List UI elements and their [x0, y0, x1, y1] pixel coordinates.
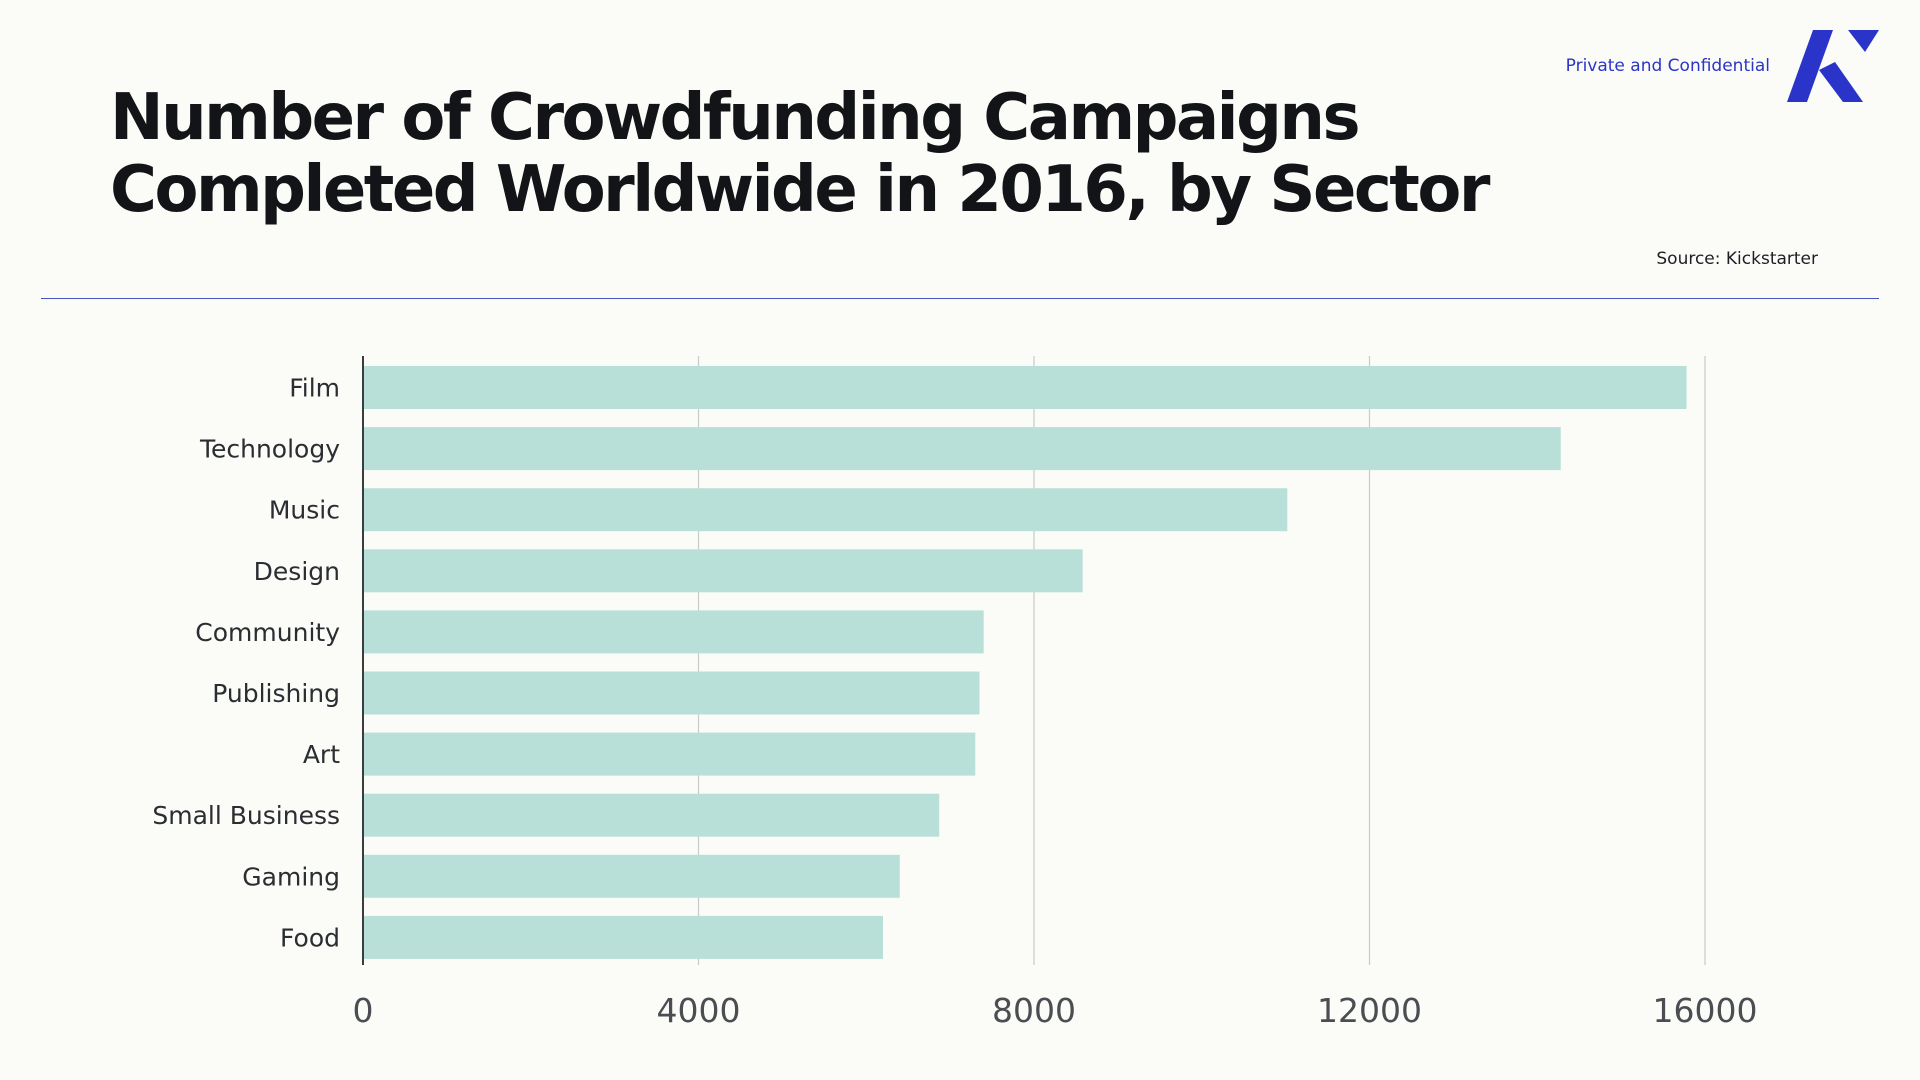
category-label: Community [195, 618, 340, 647]
bar-design [363, 549, 1083, 593]
category-label: Music [269, 496, 340, 525]
x-tick-label: 8000 [992, 991, 1076, 1030]
bar-music [363, 488, 1288, 532]
x-tick-label: 0 [353, 991, 374, 1030]
page-title: Number of Crowdfunding Campaigns Complet… [110, 82, 1510, 226]
category-label: Publishing [212, 679, 340, 708]
bar-art [363, 732, 976, 776]
bar-publishing [363, 671, 980, 715]
category-label: Food [280, 923, 340, 952]
title-line-2: Completed Worldwide in 2016, by Sector [110, 153, 1490, 227]
source-note: Source: Kickstarter [1656, 249, 1818, 269]
bar-food [363, 915, 884, 959]
bar-film [363, 366, 1687, 409]
confidential-label: Private and Confidential [1565, 56, 1770, 76]
x-tick-label: 16000 [1653, 991, 1758, 1030]
x-tick-label: 12000 [1317, 991, 1422, 1030]
logo-stroke-left [1787, 30, 1833, 102]
category-label: Gaming [242, 862, 340, 891]
category-label: Technology [199, 435, 340, 464]
x-tick-label: 4000 [657, 991, 741, 1030]
category-label: Film [289, 374, 340, 403]
title-line-1: Number of Crowdfunding Campaigns [110, 81, 1361, 155]
category-label: Art [303, 740, 340, 769]
bar-community [363, 610, 984, 654]
brand-logo-icon [1787, 30, 1879, 102]
category-label: Small Business [152, 801, 340, 830]
header-divider [41, 298, 1879, 299]
bar-gaming [363, 854, 900, 898]
bar-small-business [363, 793, 940, 837]
category-label: Design [254, 557, 340, 586]
bar-technology [363, 427, 1561, 471]
logo-stroke-right [1819, 62, 1863, 102]
logo-stroke-top [1848, 30, 1879, 52]
